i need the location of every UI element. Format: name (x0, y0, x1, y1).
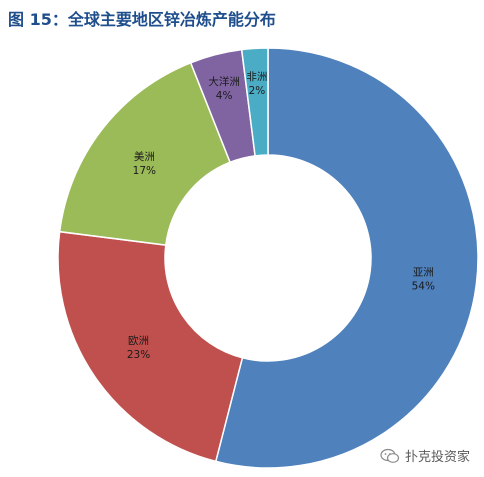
slice-0 (214, 47, 479, 469)
slice-name-label: 欧洲 (128, 335, 149, 347)
slice-name-label: 美洲 (134, 150, 155, 163)
slice-name-label: 亚洲 (413, 267, 434, 279)
slice-value-label: 23% (127, 349, 150, 361)
slice-1 (57, 230, 244, 463)
chart-title: 图 15：全球主要地区锌冶炼产能分布 (8, 10, 276, 29)
watermark: 扑克投资家 (380, 446, 470, 465)
slice-value-label: 54% (412, 281, 435, 293)
labels-group: 亚洲 54% 欧洲 23% 美洲 17% 大洋洲 4% 非洲 2% (127, 71, 435, 361)
wechat-icon (380, 448, 400, 463)
slice-name-label: 大洋洲 (208, 75, 240, 88)
slices-group (57, 47, 479, 469)
slice-value-label: 17% (133, 165, 156, 177)
slice-name-label: 非洲 (246, 71, 267, 83)
slice-value-label: 2% (249, 85, 266, 97)
slice-4 (240, 47, 269, 157)
slice-value-label: 4% (216, 90, 233, 102)
watermark-text: 扑克投资家 (404, 450, 470, 465)
slice-2 (58, 61, 232, 246)
